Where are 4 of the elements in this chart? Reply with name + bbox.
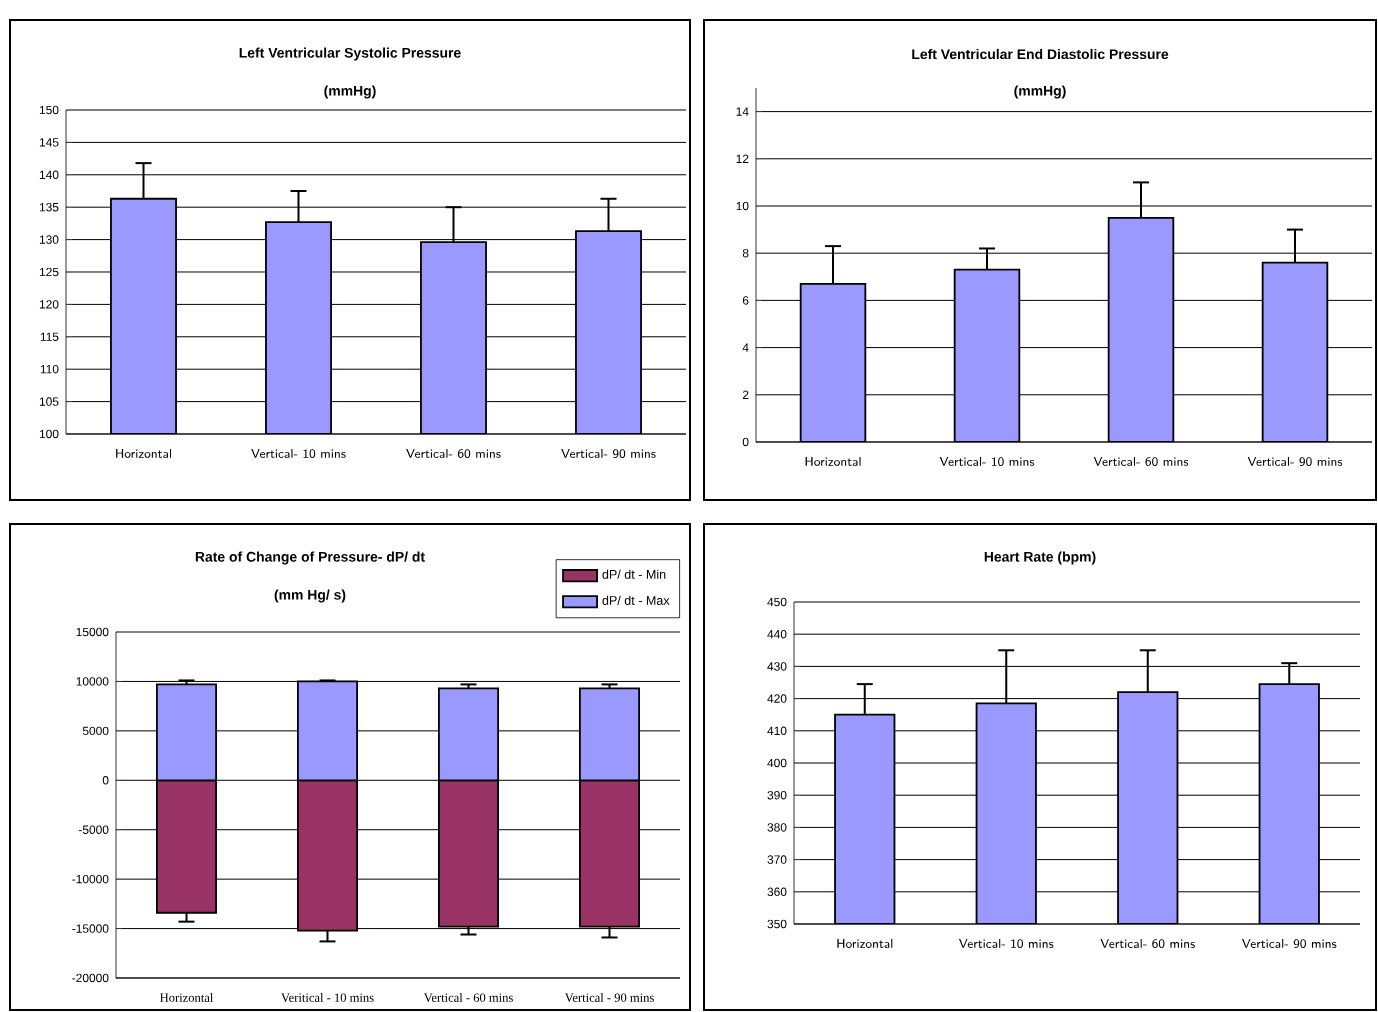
bar: [953, 268, 1021, 442]
bar: [1107, 216, 1175, 442]
bar: [799, 282, 867, 442]
bar: [1261, 261, 1329, 442]
